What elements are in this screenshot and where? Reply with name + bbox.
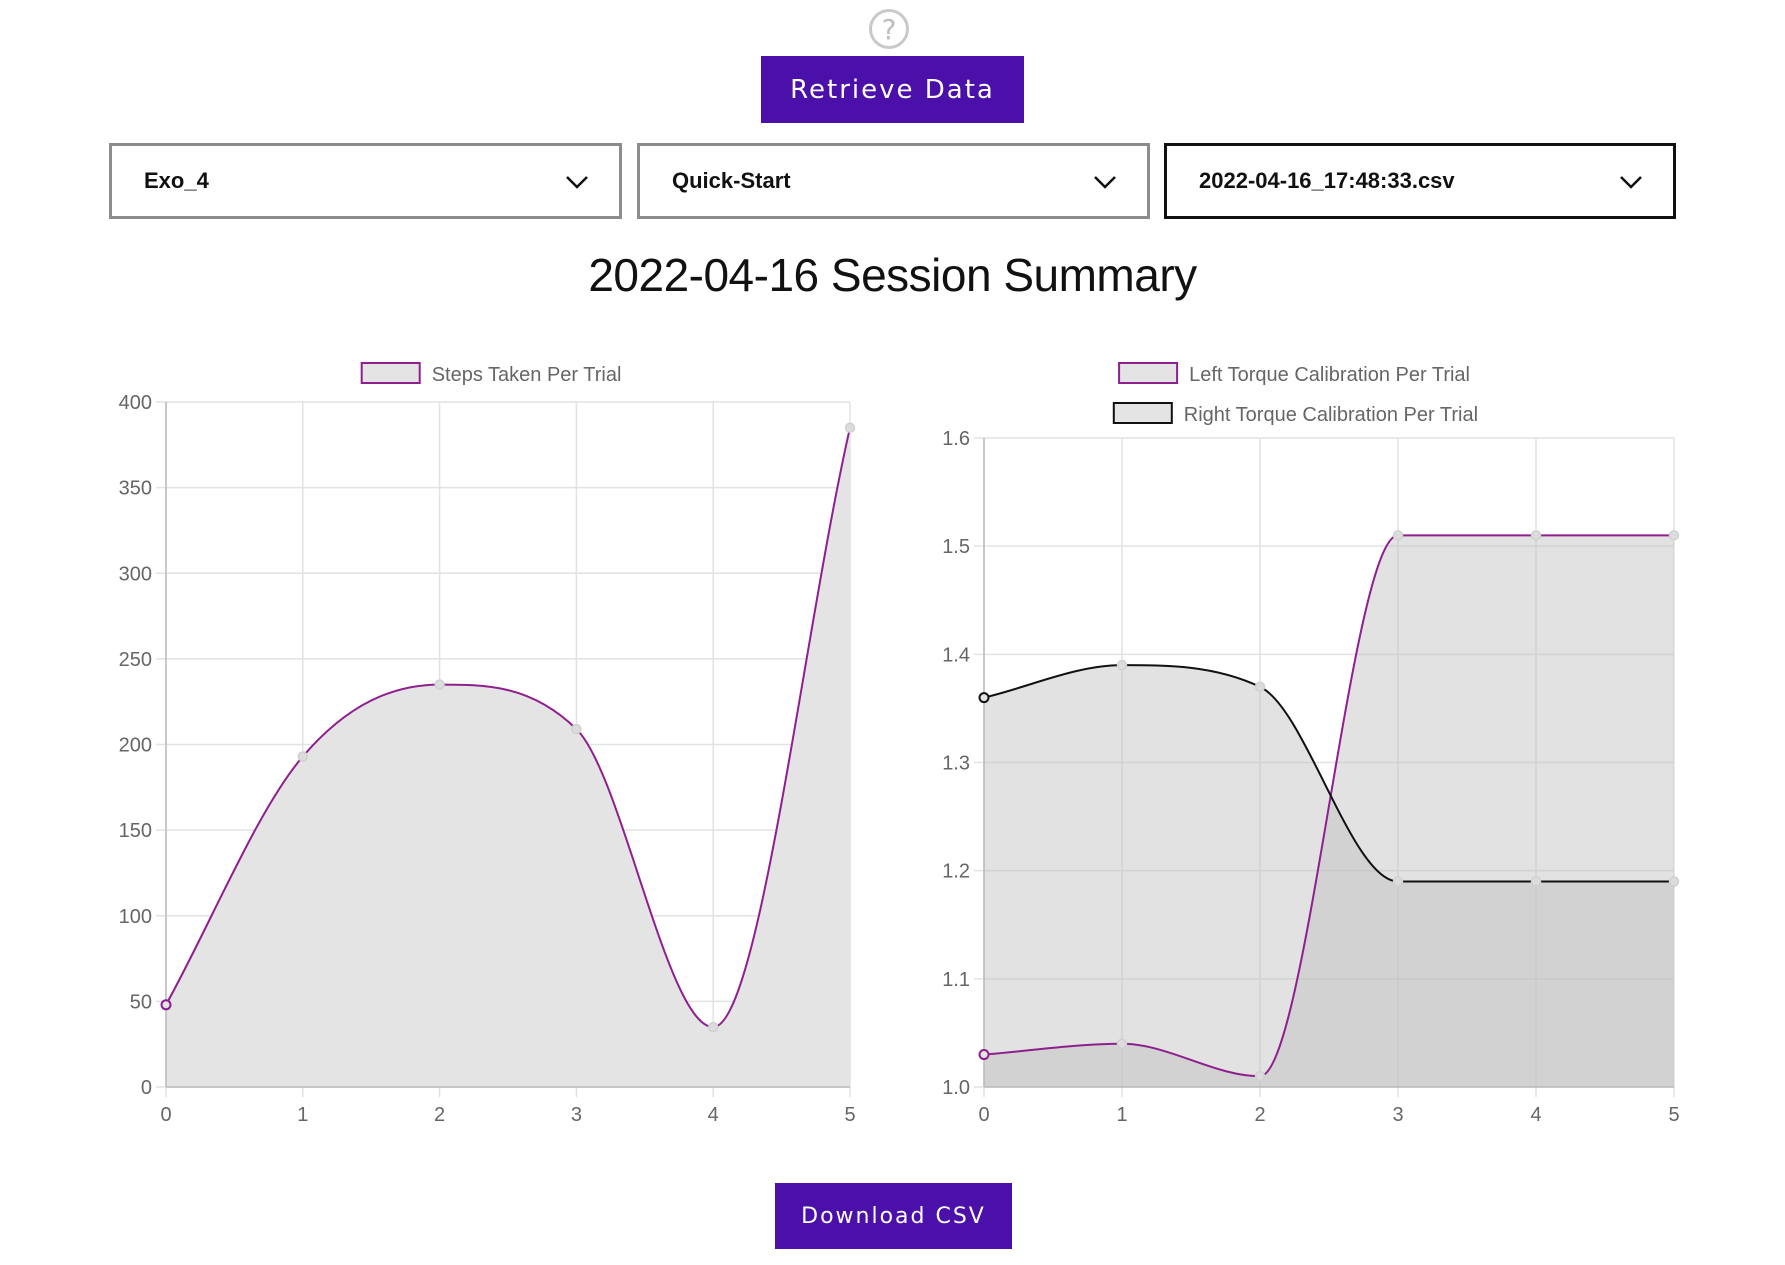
chart-legend: Left Torque Calibration Per Trial Right T… [1112, 362, 1478, 426]
legend-label: Steps Taken Per Trial [432, 364, 622, 386]
retrieve-data-button[interactable]: Retrieve Data [761, 56, 1024, 123]
chevron-down-icon [1094, 176, 1116, 189]
page-title: 2022-04-16 Session Summary [588, 249, 1197, 301]
y-tick-label: 400 [119, 392, 152, 414]
series-area [984, 665, 1674, 1087]
data-point [978, 1049, 990, 1061]
y-tick-label: 50 [130, 991, 152, 1013]
x-tick-label: 1 [1116, 1104, 1127, 1126]
y-tick-label: 150 [119, 820, 152, 842]
data-point [571, 723, 582, 735]
chevron-down-icon [1620, 176, 1642, 189]
y-tick-label: 1.6 [942, 428, 970, 450]
y-tick-label: 250 [119, 649, 152, 671]
mode-select-value: Quick-Start [672, 168, 791, 193]
legend-label: Right Torque Calibration Per Trial [1184, 404, 1478, 426]
x-tick-label: 4 [1530, 1104, 1541, 1126]
x-tick-label: 5 [844, 1104, 855, 1126]
data-point [1392, 876, 1404, 887]
x-tick-label: 0 [160, 1104, 171, 1126]
x-tick-label: 3 [571, 1104, 582, 1126]
x-tick-label: 1 [297, 1104, 308, 1126]
data-point [1254, 681, 1266, 693]
steps-chart: Steps Taken Per Trial0501001502002503003… [119, 362, 856, 1126]
y-tick-label: 1.5 [942, 536, 970, 558]
y-tick-label: 300 [119, 563, 152, 585]
data-point [707, 1021, 719, 1033]
data-point [1530, 876, 1542, 887]
y-tick-label: 0 [141, 1077, 152, 1099]
data-point [1392, 530, 1404, 541]
y-tick-label: 350 [119, 478, 152, 500]
y-tick-label: 100 [119, 906, 152, 928]
y-tick-label: 200 [119, 735, 152, 757]
download-csv-button[interactable]: Download CSV [775, 1183, 1012, 1249]
data-point [160, 999, 172, 1011]
legend-swatch [1112, 402, 1173, 424]
data-point [1116, 659, 1128, 671]
data-point [297, 751, 309, 762]
file-select-value: 2022-04-16_17:48:33.csv [1199, 168, 1455, 193]
x-tick-label: 3 [1392, 1104, 1403, 1126]
device-select[interactable]: Exo_4 [109, 143, 622, 219]
help-icon[interactable]: ? [869, 9, 909, 49]
data-point [1668, 876, 1680, 887]
series-area [166, 427, 850, 1087]
legend-swatch [360, 362, 421, 384]
y-tick-label: 1.1 [942, 969, 970, 991]
x-tick-label: 2 [1254, 1104, 1265, 1126]
data-point [1116, 1038, 1128, 1049]
device-select-value: Exo_4 [144, 168, 209, 193]
data-point [978, 692, 990, 704]
legend-swatch [1118, 362, 1179, 384]
legend-label: Left Torque Calibration Per Trial [1189, 364, 1470, 386]
file-select[interactable]: 2022-04-16_17:48:33.csv [1164, 143, 1676, 219]
y-tick-label: 1.3 [942, 753, 970, 775]
y-tick-label: 1.2 [942, 861, 970, 883]
mode-select[interactable]: Quick-Start [637, 143, 1150, 219]
y-tick-label: 1.4 [942, 644, 970, 666]
x-tick-label: 0 [978, 1104, 989, 1126]
data-point [434, 679, 445, 690]
data-point [1254, 1070, 1266, 1082]
chart-legend: Steps Taken Per Trial [360, 362, 622, 386]
data-point [844, 422, 856, 433]
torque-chart: Left Torque Calibration Per Trial Right T… [942, 362, 1680, 1126]
y-tick-label: 1.0 [942, 1077, 970, 1099]
x-tick-label: 2 [434, 1104, 445, 1126]
data-point [1668, 530, 1680, 541]
chevron-down-icon [566, 176, 588, 189]
x-tick-label: 4 [708, 1104, 719, 1126]
x-tick-label: 5 [1668, 1104, 1679, 1126]
data-point [1530, 530, 1542, 541]
